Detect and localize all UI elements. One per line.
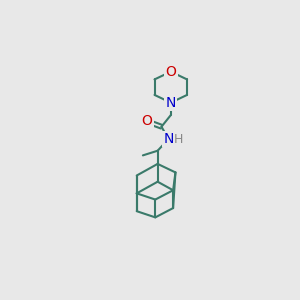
Text: N: N [166,96,176,110]
Text: H: H [174,133,183,146]
Text: O: O [141,114,152,128]
Text: O: O [165,65,176,79]
Text: N: N [163,132,174,146]
